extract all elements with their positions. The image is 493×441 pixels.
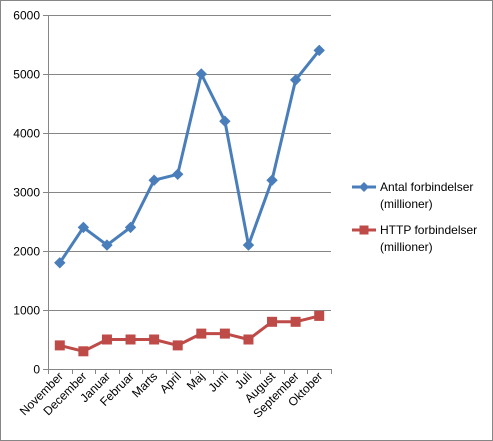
data-point xyxy=(172,168,184,181)
data-point xyxy=(313,44,325,57)
legend-label: (millioner) xyxy=(380,197,433,211)
y-tick-label: 4000 xyxy=(13,127,40,141)
series-1 xyxy=(54,44,325,269)
legend-label: Antal forbindelser xyxy=(380,180,473,194)
legend-entry-2: HTTP forbindelser (millioner) xyxy=(352,223,477,254)
data-point xyxy=(242,239,255,251)
data-point xyxy=(219,328,230,339)
y-tick-label: 1000 xyxy=(13,304,40,318)
x-tick-label: Marts xyxy=(129,369,160,400)
y-tick-label: 5000 xyxy=(13,68,40,82)
x-tick-label: April xyxy=(157,369,184,396)
data-point xyxy=(78,346,89,357)
data-point xyxy=(289,74,302,86)
x-tick-label: Maj xyxy=(184,369,208,393)
y-tick-label: 6000 xyxy=(13,9,40,23)
data-point xyxy=(196,328,207,339)
data-point xyxy=(195,68,207,80)
data-point xyxy=(101,334,112,345)
y-axis-tick-labels: 0 1000 2000 3000 4000 5000 6000 xyxy=(13,9,40,377)
series-line xyxy=(59,314,320,353)
data-point xyxy=(243,334,254,345)
data-point xyxy=(148,174,160,186)
data-point xyxy=(124,221,137,234)
data-point xyxy=(290,316,301,327)
series-line xyxy=(58,49,321,264)
axes xyxy=(43,15,332,374)
legend: Antal forbindelser(millioner)HTTP forbin… xyxy=(352,180,477,254)
data-point xyxy=(266,174,278,186)
data-point xyxy=(54,340,65,351)
gridlines xyxy=(48,15,331,311)
series-group xyxy=(54,44,325,357)
data-point xyxy=(172,340,183,351)
data-point xyxy=(149,334,160,345)
legend-marker xyxy=(359,225,369,235)
y-tick-label: 0 xyxy=(33,363,40,377)
x-tick-label: Juni xyxy=(206,369,231,394)
data-point xyxy=(101,239,113,251)
series-2 xyxy=(54,310,325,357)
legend-label: HTTP forbindelser xyxy=(380,223,477,237)
data-point xyxy=(77,221,90,234)
data-point xyxy=(219,115,231,127)
legend-entry-1: Antal forbindelser (millioner) xyxy=(352,180,473,211)
data-point xyxy=(54,257,66,269)
data-point xyxy=(125,334,136,345)
legend-marker xyxy=(359,182,369,192)
data-point xyxy=(267,316,278,327)
data-point xyxy=(314,310,325,321)
y-tick-label: 2000 xyxy=(13,245,40,259)
y-tick-label: 3000 xyxy=(13,186,40,200)
legend-label: (millioner) xyxy=(380,240,433,254)
